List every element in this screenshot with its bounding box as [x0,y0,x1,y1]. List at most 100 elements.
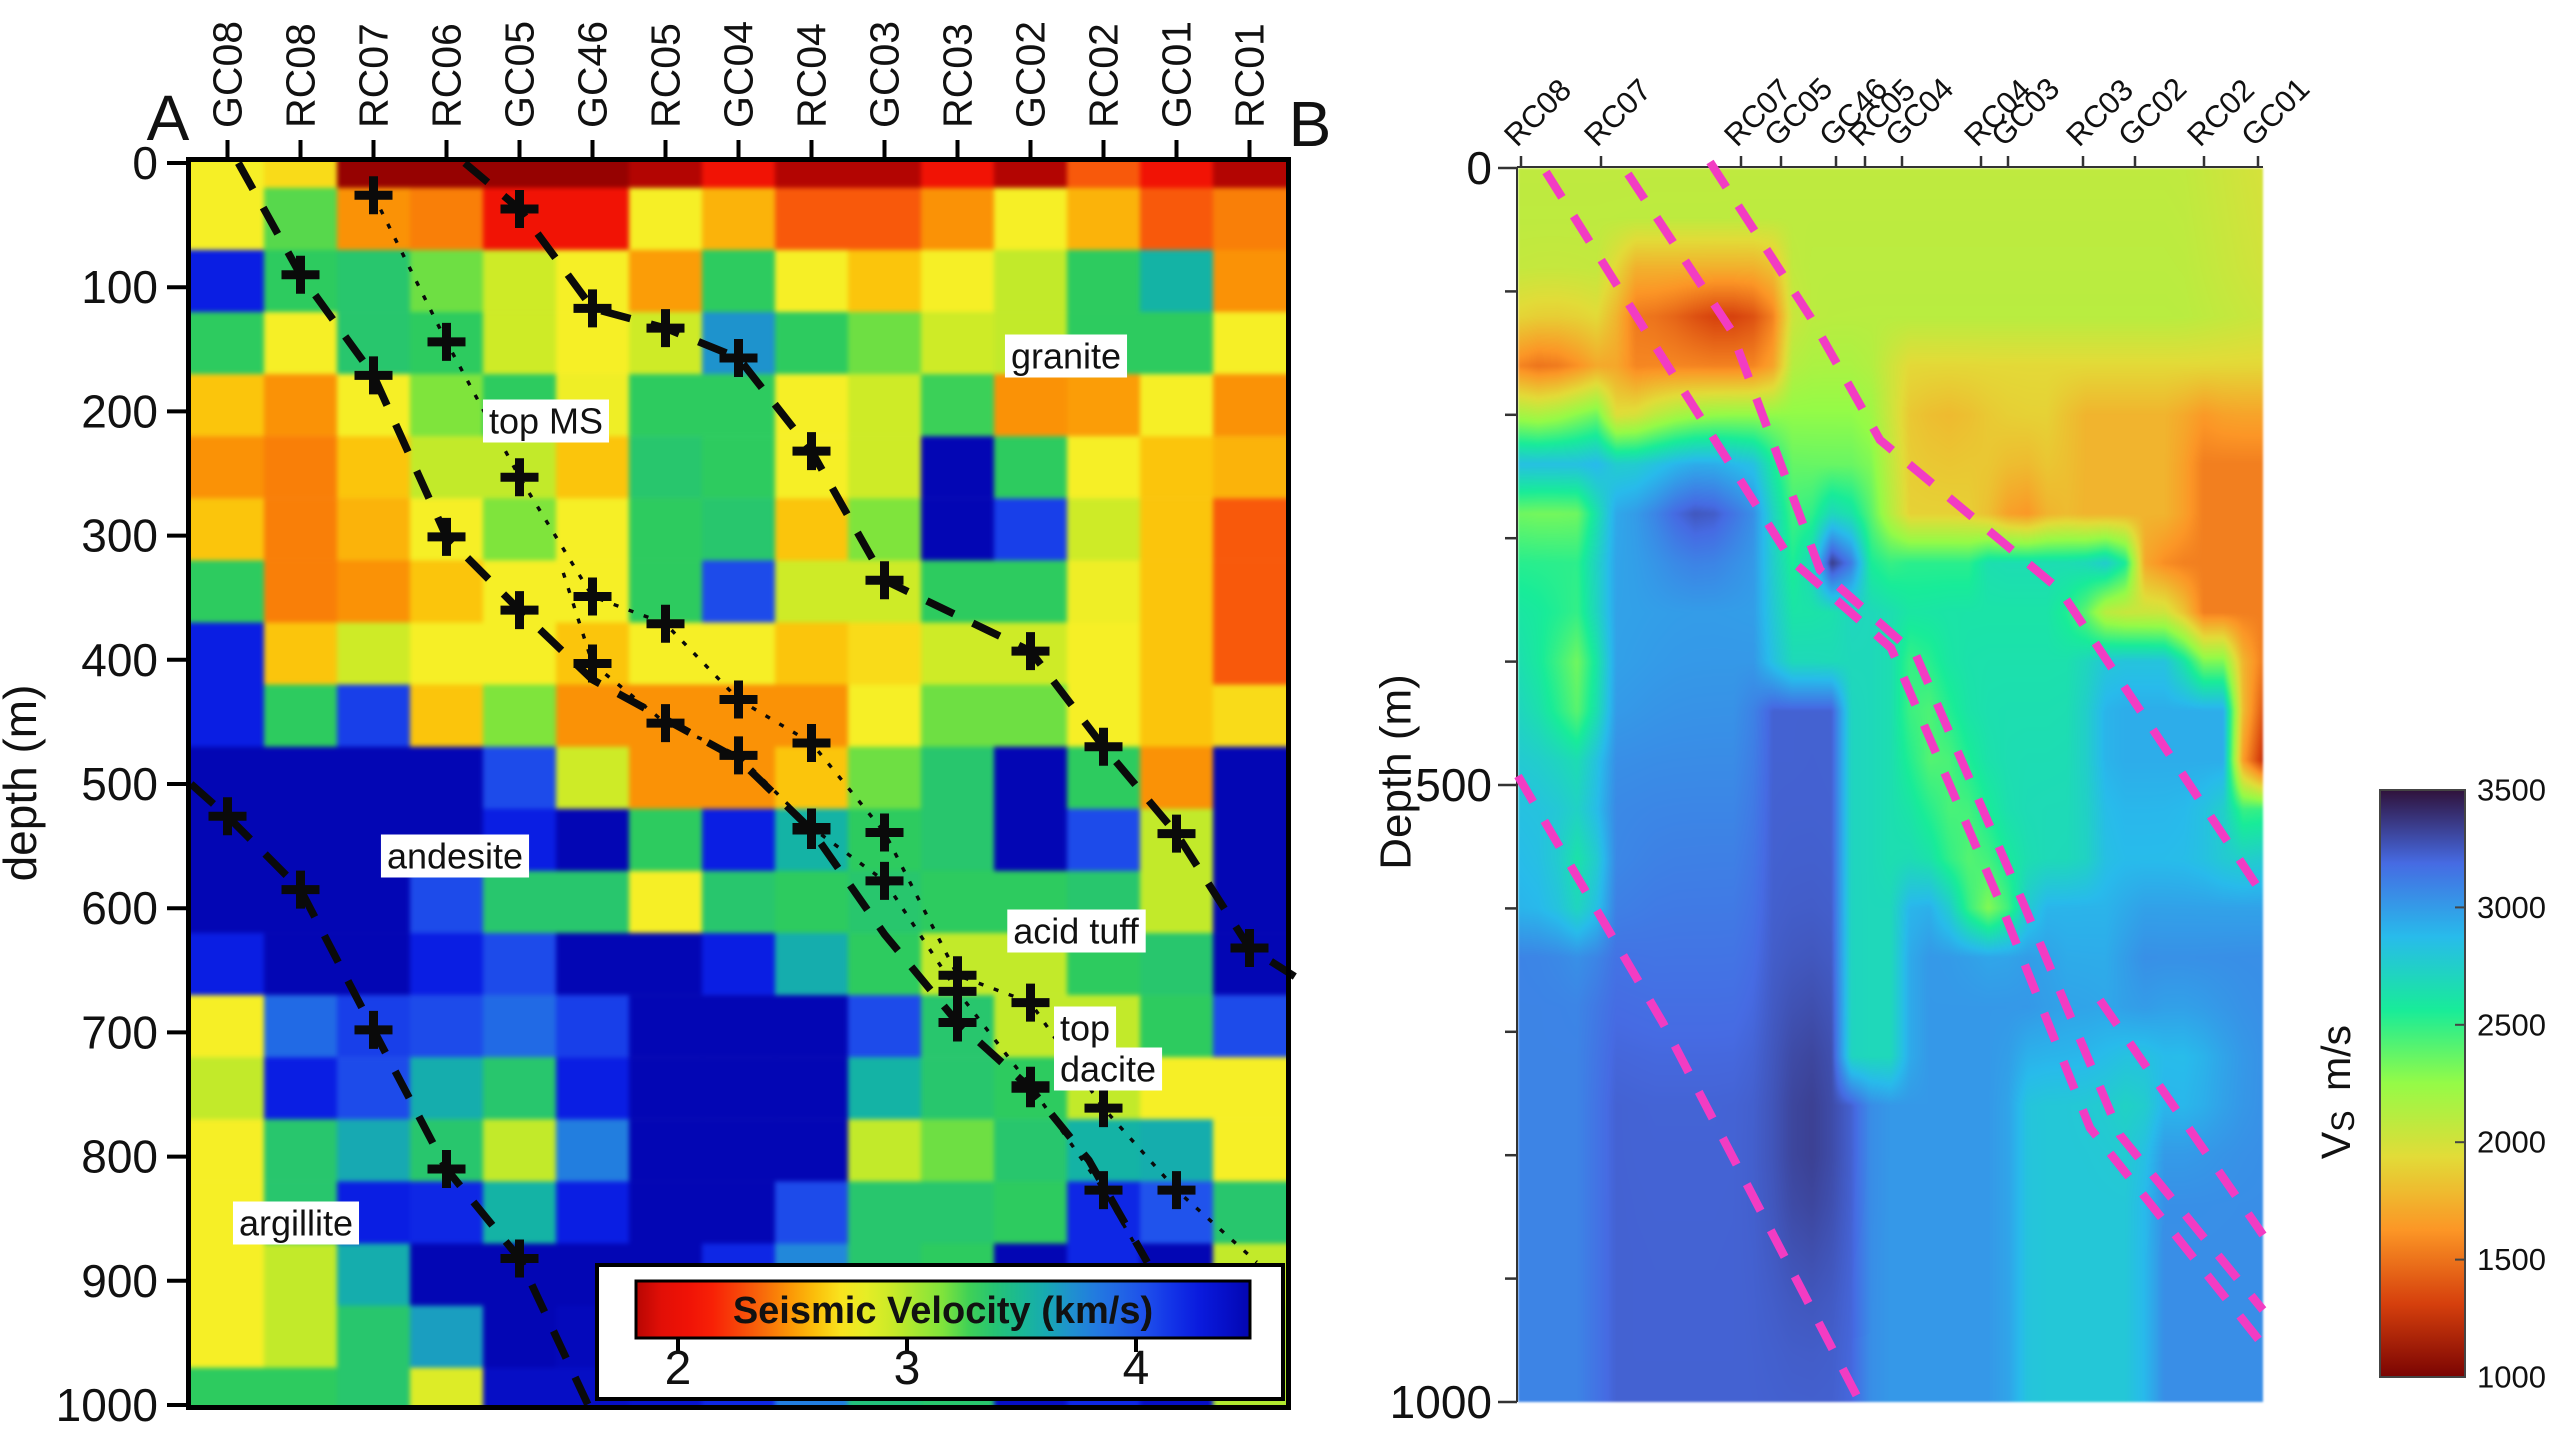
right-colorbar-label-main: V [2313,1131,2359,1159]
borehole-pick-marker [1084,1171,1123,1210]
right-depth-tick-label: 500 [1415,759,1492,811]
left-colorbar: 2 3 4 [595,1263,1285,1401]
fault-line-fault-1 [1542,169,2267,1348]
annotation-top-MS: top MS [489,401,603,442]
right-colorbar-tick-label: 3000 [2477,890,2546,925]
right-ylabel: Depth (m) [1372,674,1421,870]
left-depth-tick-label: 800 [81,1131,158,1183]
left-colorbar-bar [634,1279,1252,1340]
left-borehole-label: GC08 [205,21,251,128]
borehole-pick-marker [865,813,904,852]
borehole-pick-marker [500,458,539,497]
left-depth-tick-label: 500 [81,758,158,810]
borehole-pick-marker [1011,983,1050,1022]
right-depth-tick-label: 0 [1466,142,1492,194]
left-depth-tick-label: 900 [81,1255,158,1307]
left-depth-tick-label: 600 [81,882,158,934]
borehole-pick-marker [1230,928,1269,967]
borehole-pick-marker [938,972,977,1011]
left-borehole-label: RC02 [1081,23,1127,128]
right-colorbar-tick-label: 1000 [2477,1360,2546,1395]
right-colorbar-bar [2379,789,2466,1378]
borehole-pick-marker [500,1239,539,1278]
left-endpoint-b: B [1289,88,1332,160]
right-borehole-label: RC07 [1577,72,1658,153]
right-colorbar-tick-label: 2000 [2477,1125,2546,1160]
right-colorbar-label-sub: S [2325,1110,2361,1131]
borehole-pick-marker [646,309,685,348]
borehole-pick-marker [1084,727,1123,766]
left-borehole-markers [208,176,1269,1278]
borehole-pick-marker [281,870,320,909]
left-depth-tick-label: 100 [81,261,158,313]
right-borehole-label: RC08 [1497,72,1578,153]
right-colorbar-tick-label: 3500 [2477,773,2546,808]
left-borehole-label: GC03 [862,21,908,128]
borehole-pick-marker [500,189,539,228]
annotation-argillite: argillite [239,1203,353,1244]
borehole-pick-marker [719,338,758,377]
borehole-pick-marker [354,176,393,215]
annotation-acid-tuff: acid tuff [1013,911,1139,952]
borehole-pick-marker [646,704,685,743]
left-borehole-label: GC46 [570,21,616,128]
annotation-bg [380,834,530,878]
right-colorbar-tick-label: 2500 [2477,1007,2546,1042]
right-vs-heatmap [1518,168,2263,1402]
horizon-mid-horizon [235,161,1151,1265]
left-depth-tick-label: 300 [81,510,158,562]
right-depth-tick-label: 1000 [1390,1376,1492,1428]
borehole-pick-marker [208,797,247,836]
right-colorbar-tick-label: 1500 [2477,1242,2546,1277]
left-axes: 0 100 200 300 400 500 600 700 800 900 1000 GC08 RC08… [56,21,1291,1431]
left-borehole-label: RC07 [351,23,397,128]
horizon-top-dacite [561,572,1158,1282]
left-colorbar-tick-label: 2 [665,1342,692,1395]
borehole-pick-marker [792,808,831,847]
borehole-pick-marker [865,561,904,600]
right-colorbar: 3500 3000 2500 2000 1500 1000 [2379,773,2546,1395]
borehole-pick-marker [646,604,685,643]
left-borehole-label: RC04 [789,23,835,128]
borehole-pick-marker [354,356,393,395]
fault-line-fault-4 [1514,773,1864,1404]
left-borehole-label: GC02 [1008,21,1054,128]
right-colorbar-label-unit: m/s [2313,1025,2359,1102]
left-borehole-label: RC01 [1227,23,1273,128]
left-borehole-label: RC08 [278,23,324,128]
annotation-andesite: andesite [387,836,523,877]
fault-line-fault-2 [1624,171,2267,1313]
left-borehole-label: GC05 [497,21,543,128]
left-colorbar-tick-label: 3 [894,1342,921,1395]
left-depth-tick-label: 400 [81,634,158,686]
annotation-bg [1054,1047,1163,1091]
left-depth-tick-label: 1000 [56,1379,158,1431]
left-colorbar-tick-label: 4 [1123,1342,1150,1395]
borehole-pick-marker [1011,1066,1050,1105]
left-depth-tick-label: 0 [132,137,158,189]
left-borehole-label: RC03 [935,23,981,128]
borehole-pick-marker [354,1010,393,1049]
borehole-pick-marker [719,736,758,775]
borehole-pick-marker [427,322,466,361]
annotation-bg [482,399,610,443]
left-depth-tick-label: 700 [81,1006,158,1058]
borehole-pick-marker [1011,632,1050,671]
borehole-pick-marker [573,289,612,328]
right-fault-lines [1514,159,2267,1404]
horizon-weathering-top [462,160,1297,980]
right-colorbar-label: VS m/s [2313,1025,2361,1159]
borehole-pick-marker [573,577,612,616]
borehole-pick-marker [719,680,758,719]
borehole-pick-marker [427,1150,466,1189]
borehole-pick-marker [500,591,539,630]
fault-line-fault-5 [2096,997,2267,1238]
annotation-bg [1004,334,1128,378]
borehole-pick-marker [1157,1171,1196,1210]
left-borehole-label: GC01 [1154,21,1200,128]
borehole-pick-marker [573,644,612,683]
